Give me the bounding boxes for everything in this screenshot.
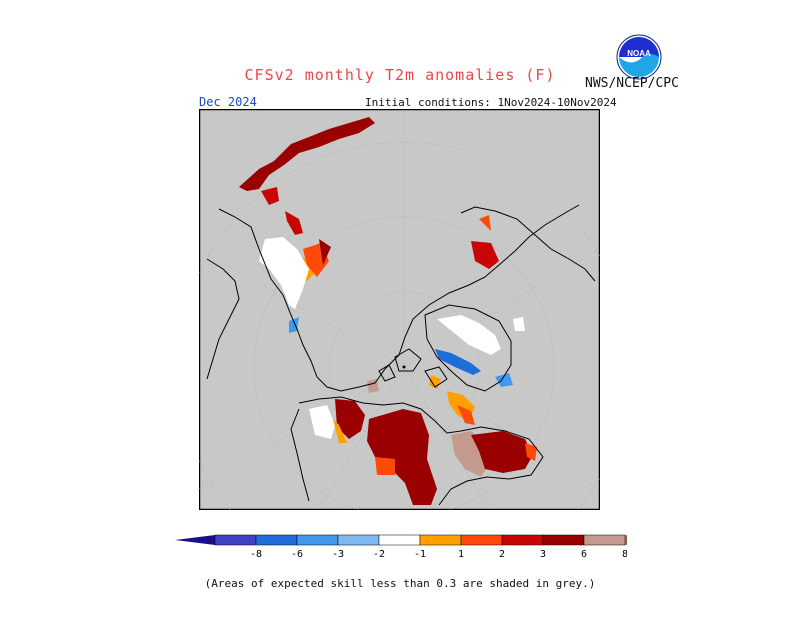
patch-india-white [259,237,309,309]
agency-label: NWS/NCEP/CPC [585,76,679,91]
patch-scandinavia [471,241,499,269]
noaa-logo: NOAA [616,34,662,80]
colorbar-legend: -8 -6 -3 -2 -1 1 2 3 6 8 [175,534,627,560]
patch-alaska-darkred [335,399,365,439]
footnote: (Areas of expected skill less than 0.3 a… [204,577,596,590]
colorbar-swatch [337,534,380,546]
graticule [199,109,600,510]
colorbar-swatch [542,534,585,546]
colorbar-tick-label: 6 [581,549,587,560]
patch-china-dark [285,211,303,235]
coast-west-edge [206,258,240,380]
colorbar-tick-label: -2 [373,549,385,560]
colorbar-tick-label: -6 [291,549,303,560]
patch-alaska-white [309,405,335,439]
patch-alaska-orange [333,419,347,443]
anomaly-map [199,109,600,510]
colorbar-swatch [583,534,626,546]
colorbar-tick-label: 1 [458,549,464,560]
anomaly-patches [239,117,537,505]
logo-text: NOAA [627,49,651,58]
colorbar-swatch [255,534,298,546]
target-month: Dec 2024 [199,95,257,109]
colorbar-tick-label: -3 [332,549,344,560]
coast-greenland [424,304,512,392]
patch-greenland-blue2 [495,373,513,387]
coast-north-america [298,396,544,506]
coastlines [206,204,596,506]
colorbar-tick-label: -1 [414,549,426,560]
patch-greenland-white [437,315,501,355]
coast-arctic-islands [378,348,448,388]
colorbar-tick-label: -8 [250,549,262,560]
colorbar-tick-label: 3 [540,549,546,560]
colorbar-swatch [296,534,339,546]
coast-alaska [290,408,310,502]
colorbar-left-arrow [175,535,215,545]
north-pole-marker [402,365,406,369]
patch-rose-small [367,379,379,393]
colorbar-tick-label: 8 [622,549,627,560]
colorbar-tick-label: 2 [499,549,505,560]
colorbar-swatch [501,534,544,546]
coast-asia [218,204,580,392]
patch-china-darkred [319,239,331,265]
patch-siberia-coast [261,187,279,205]
colorbar-swatch [378,534,421,546]
patch-greenland-blue [435,349,481,375]
initial-conditions: Initial conditions: 1Nov2024-10Nov2024 [365,96,617,109]
colorbar-labels: -8 -6 -3 -2 -1 1 2 3 6 8 [250,549,627,560]
patch-canada-red [375,457,395,475]
patch-norway [479,215,491,231]
patch-east-darkred [471,431,533,473]
patch-labrador-red [457,405,475,425]
colorbar-swatch [419,534,462,546]
patch-canada-darkred [367,409,437,505]
patch-east-red [525,443,537,461]
patch-siberia-north [239,117,375,191]
chart-title: CFSv2 monthly T2m anomalies (F) [244,66,556,84]
patch-iceland-white [513,317,525,331]
colorbar-swatch [214,534,257,546]
coast-europe [460,206,596,282]
colorbar-swatches [175,534,627,546]
colorbar-swatch [460,534,503,546]
colorbar-right-arrow [625,535,627,545]
